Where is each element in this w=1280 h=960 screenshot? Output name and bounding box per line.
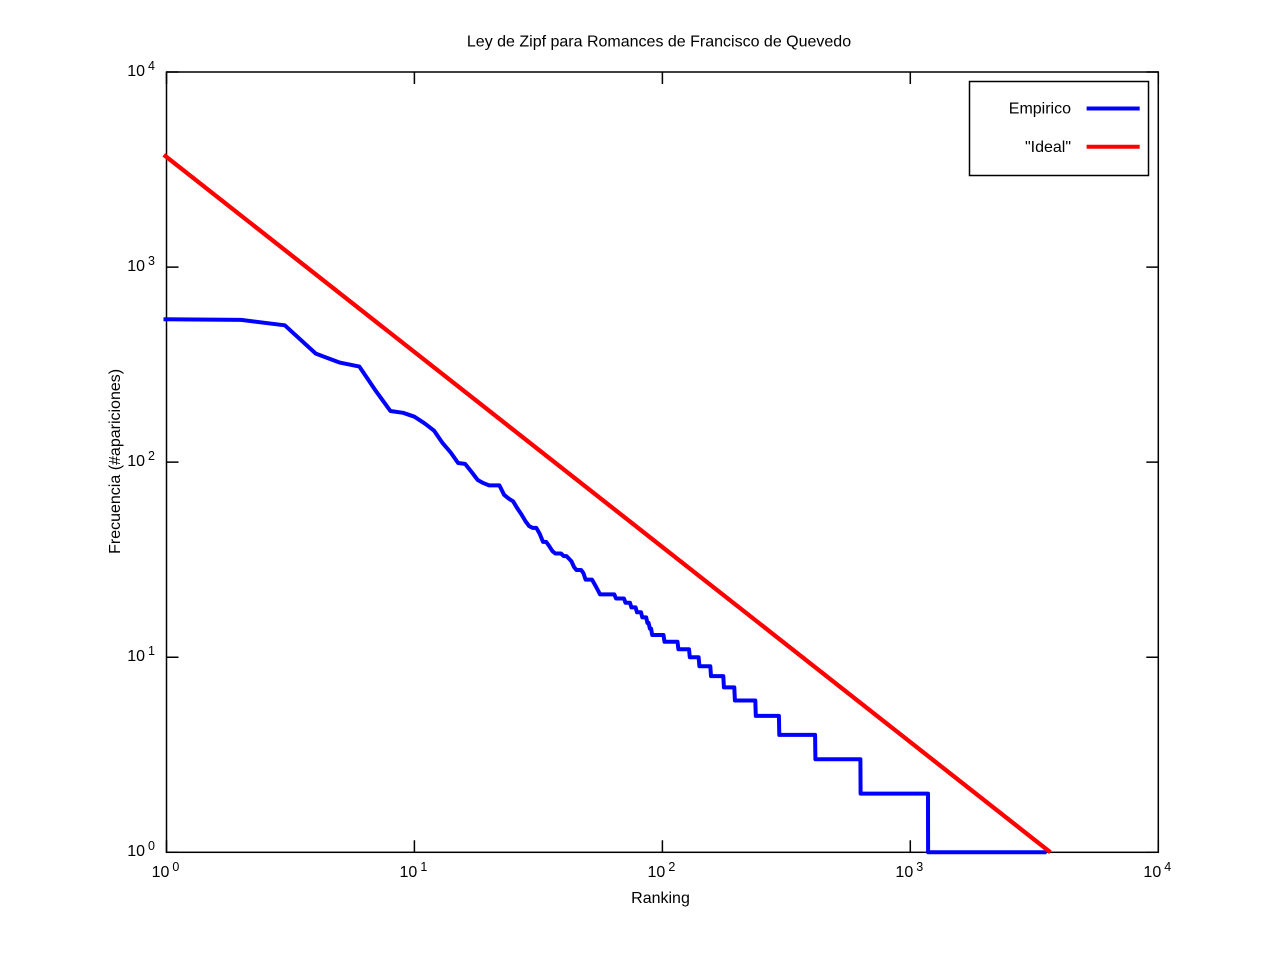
svg-text:Ley de Zipf para Romances de F: Ley de Zipf para Romances de Francisco d… — [467, 34, 851, 51]
svg-text:Ranking: Ranking — [631, 890, 690, 907]
svg-text:Empirico: Empirico — [1009, 101, 1071, 118]
svg-text:"Ideal": "Ideal" — [1025, 139, 1071, 156]
svg-text:Frecuencia (#apariciones): Frecuencia (#apariciones) — [107, 369, 124, 554]
